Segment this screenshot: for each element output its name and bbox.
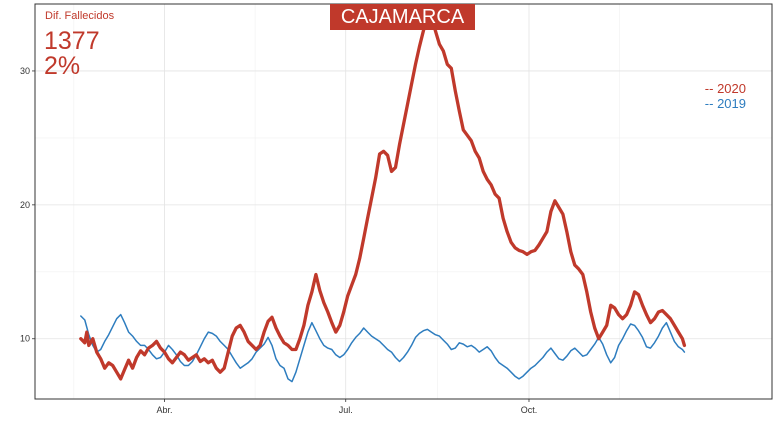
stat-label: Dif. Fallecidos	[45, 10, 115, 22]
tick-labels: Abr. Jul. Oct. 10 20 30	[20, 66, 537, 415]
legend: -- 2020 -- 2019	[705, 81, 746, 111]
region-title: CAJAMARCA	[330, 4, 475, 30]
grid-major	[35, 4, 772, 399]
stat-difference: 1377	[44, 27, 100, 55]
x-tick-label: Oct.	[521, 405, 538, 415]
y-tick-label: 20	[20, 200, 30, 210]
series-line-2019	[80, 313, 686, 383]
axis-ticks	[32, 70, 530, 402]
series-layer	[79, 13, 687, 383]
x-tick-label: Jul.	[339, 405, 353, 415]
legend-item-2020: -- 2020	[704, 81, 746, 96]
stat-percent: 2%	[44, 52, 81, 80]
y-tick-label: 10	[20, 334, 30, 344]
grid-minor	[35, 4, 772, 399]
panel-border	[34, 3, 773, 400]
y-tick-label: 30	[20, 66, 30, 76]
legend-item-2019: -- 2019	[704, 96, 746, 111]
x-tick-label: Abr.	[156, 405, 172, 415]
series-line-2020	[79, 13, 687, 381]
